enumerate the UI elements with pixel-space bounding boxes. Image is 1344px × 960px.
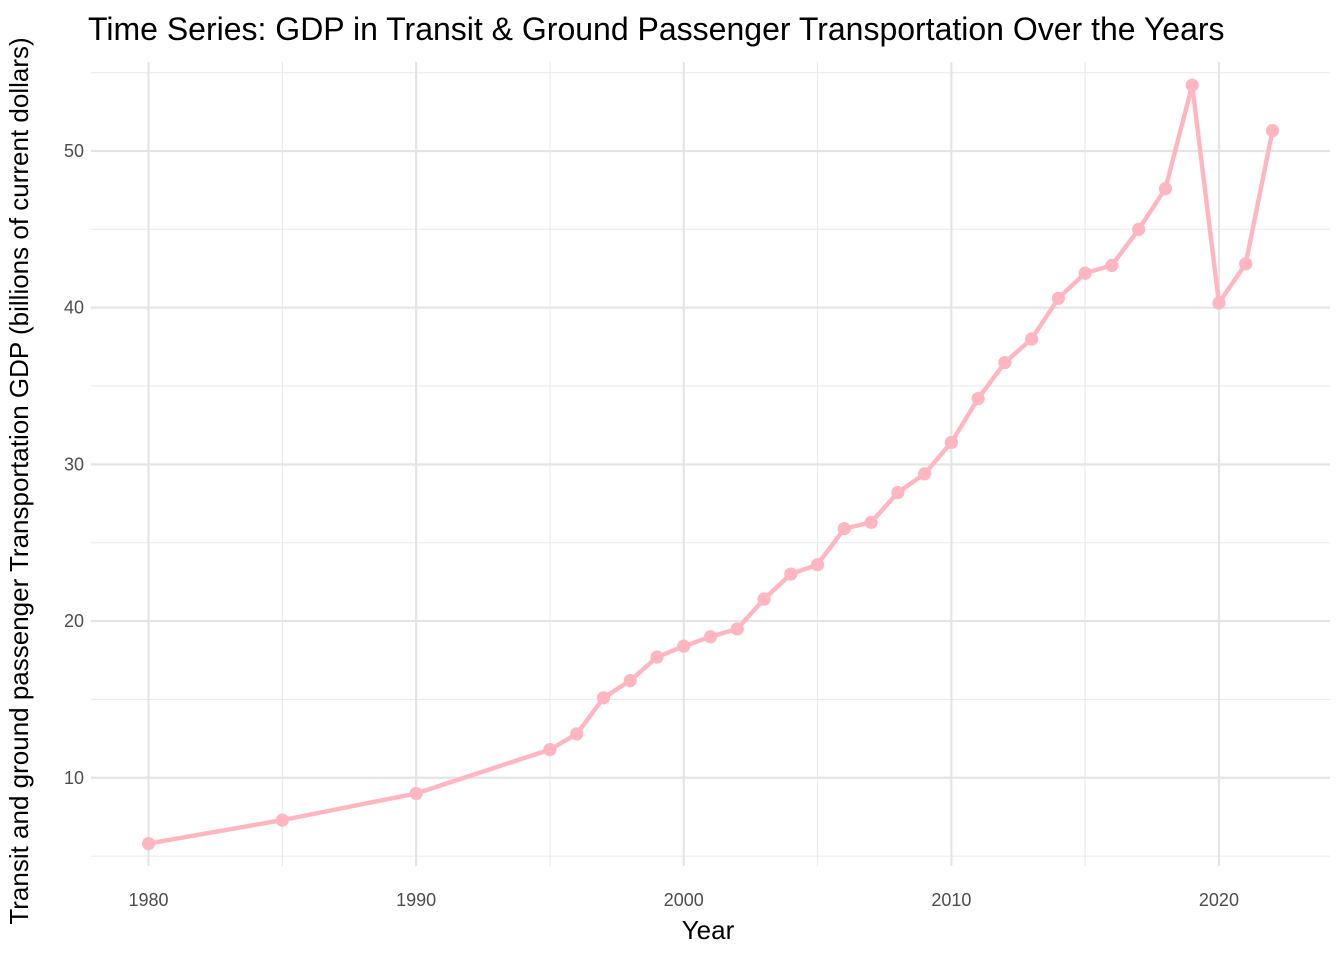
data-point bbox=[409, 786, 423, 801]
data-point bbox=[891, 485, 905, 500]
x-tick-label: 2000 bbox=[664, 890, 704, 910]
data-point bbox=[864, 515, 878, 529]
y-axis-ticks: 10 20 30 40 50 bbox=[64, 141, 84, 788]
data-point bbox=[1051, 291, 1065, 305]
data-point bbox=[998, 355, 1012, 370]
data-point bbox=[757, 592, 771, 606]
data-point bbox=[1025, 332, 1039, 346]
data-point bbox=[1158, 182, 1173, 196]
data-point bbox=[650, 650, 664, 664]
data-point bbox=[677, 639, 691, 653]
data-point bbox=[1105, 258, 1119, 272]
data-point bbox=[971, 391, 985, 406]
data-point bbox=[1078, 266, 1092, 280]
x-tick-label: 2020 bbox=[1199, 890, 1239, 910]
data-point bbox=[837, 522, 851, 536]
data-point bbox=[1239, 257, 1253, 271]
chart-title: Time Series: GDP in Transit & Ground Pas… bbox=[88, 11, 1225, 47]
y-tick-label: 20 bbox=[64, 611, 84, 631]
data-point bbox=[275, 813, 289, 827]
y-tick-label: 30 bbox=[64, 454, 84, 474]
data-series bbox=[141, 78, 1280, 851]
data-point bbox=[784, 567, 798, 581]
data-point bbox=[1132, 222, 1146, 236]
x-tick-label: 2010 bbox=[931, 890, 971, 910]
data-point bbox=[730, 622, 744, 636]
data-point bbox=[570, 727, 584, 741]
data-point bbox=[596, 691, 611, 705]
data-point bbox=[1185, 78, 1199, 92]
minor-grid bbox=[91, 62, 1330, 866]
x-axis-ticks: 1980 1990 2000 2010 2020 bbox=[129, 890, 1239, 910]
data-point bbox=[623, 674, 637, 688]
data-point bbox=[1212, 296, 1226, 310]
data-point bbox=[944, 435, 958, 450]
major-grid bbox=[91, 62, 1330, 866]
data-point bbox=[543, 742, 557, 757]
y-tick-label: 50 bbox=[64, 141, 84, 161]
data-point bbox=[703, 630, 718, 644]
y-tick-label: 10 bbox=[64, 768, 84, 788]
data-point bbox=[917, 467, 932, 481]
x-axis-label: Year bbox=[682, 915, 735, 945]
data-point bbox=[141, 836, 156, 851]
data-point bbox=[810, 558, 825, 572]
x-tick-label: 1980 bbox=[129, 890, 169, 910]
y-tick-label: 40 bbox=[64, 298, 84, 318]
y-axis-label: Transit and ground passenger Transportat… bbox=[4, 37, 34, 924]
data-point bbox=[1265, 124, 1280, 138]
x-tick-label: 1990 bbox=[396, 890, 436, 910]
